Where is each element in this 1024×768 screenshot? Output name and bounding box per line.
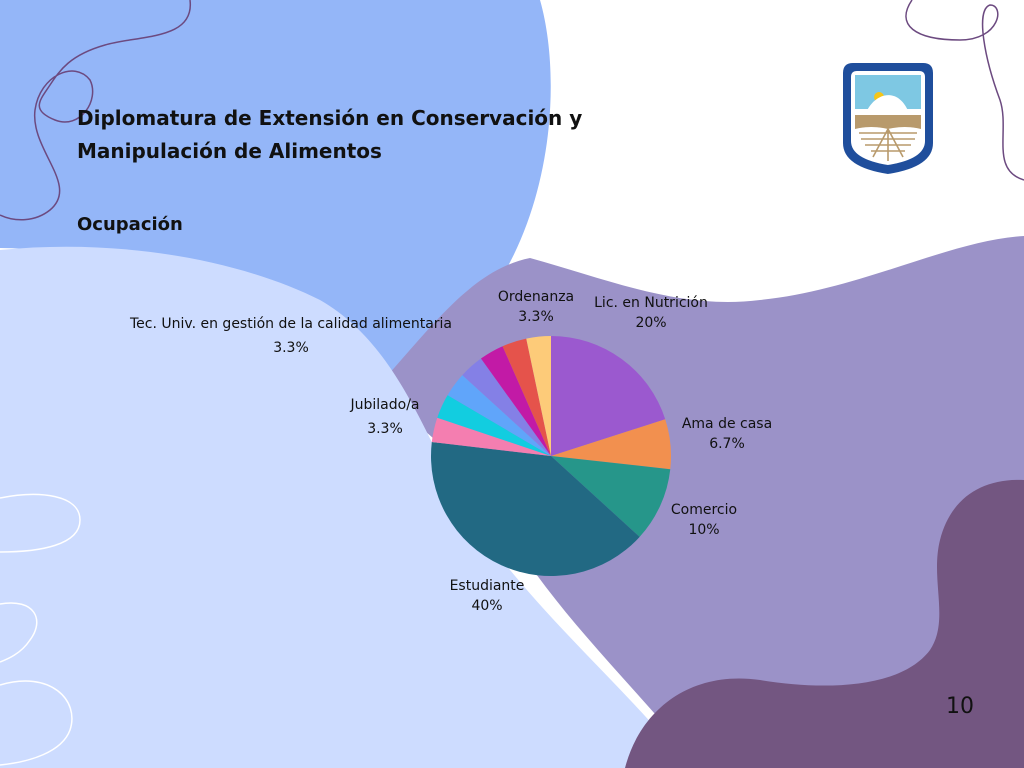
logo-furrows-icon xyxy=(859,128,917,161)
pie-slice xyxy=(430,442,640,577)
pie-slice xyxy=(480,346,551,456)
pie-slice-value-label: 3.3% xyxy=(273,340,309,356)
pie-slice-value-label: 40% xyxy=(471,598,502,614)
decorative-curve-line-right xyxy=(905,0,1024,181)
university-logo xyxy=(843,63,933,174)
pie-slice-label: Comercio xyxy=(671,502,737,518)
pie-slice xyxy=(551,336,666,456)
pie-slice-value-label: 20% xyxy=(635,315,666,331)
decorative-white-curve xyxy=(0,493,81,553)
slide-title-line-2: Manipulación de Alimentos xyxy=(77,139,382,163)
decorative-curve-line xyxy=(0,0,191,221)
pie-slice-label: Tec. Univ. en gestión de la calidad alim… xyxy=(129,316,452,332)
decorative-white-curve-3 xyxy=(0,680,73,766)
pie-slice-label: Ama de casa xyxy=(682,416,772,432)
pie-slice xyxy=(502,338,551,456)
pie-slice xyxy=(431,417,551,456)
logo-mountain-icon xyxy=(865,95,909,115)
pie-slice-label: Jubilado/a xyxy=(350,397,420,413)
page-number: 10 xyxy=(946,694,974,719)
pie-slice-value-label: 3.3% xyxy=(367,421,403,437)
slide-subtitle: Ocupación xyxy=(77,214,183,235)
pie-slice xyxy=(551,456,671,537)
pie-slice xyxy=(447,375,551,456)
pie-slice-value-label: 6.7% xyxy=(709,436,745,452)
slide-title: Diplomatura de Extensión en Conservación… xyxy=(77,102,677,168)
pie-slice xyxy=(526,336,551,456)
pie-slice-label: Estudiante xyxy=(450,578,525,594)
logo-land-icon xyxy=(855,115,921,129)
pie-slice xyxy=(462,358,551,456)
slide-title-line-1: Diplomatura de Extensión en Conservación… xyxy=(77,106,583,130)
blue-blob-shape xyxy=(0,0,551,400)
pie-slice-value-label: 3.3% xyxy=(518,309,554,325)
pie-slice-value-label: 10% xyxy=(688,522,719,538)
dark-purple-blob-shape xyxy=(625,479,1024,768)
pie-slice-label: Ordenanza xyxy=(498,289,574,305)
pie-slice xyxy=(551,419,671,470)
pie-slice xyxy=(437,395,551,456)
light-blue-blob-shape xyxy=(0,246,690,768)
pie-slice-label: Lic. en Nutrición xyxy=(594,295,708,311)
decorative-white-curve-2 xyxy=(0,602,38,663)
